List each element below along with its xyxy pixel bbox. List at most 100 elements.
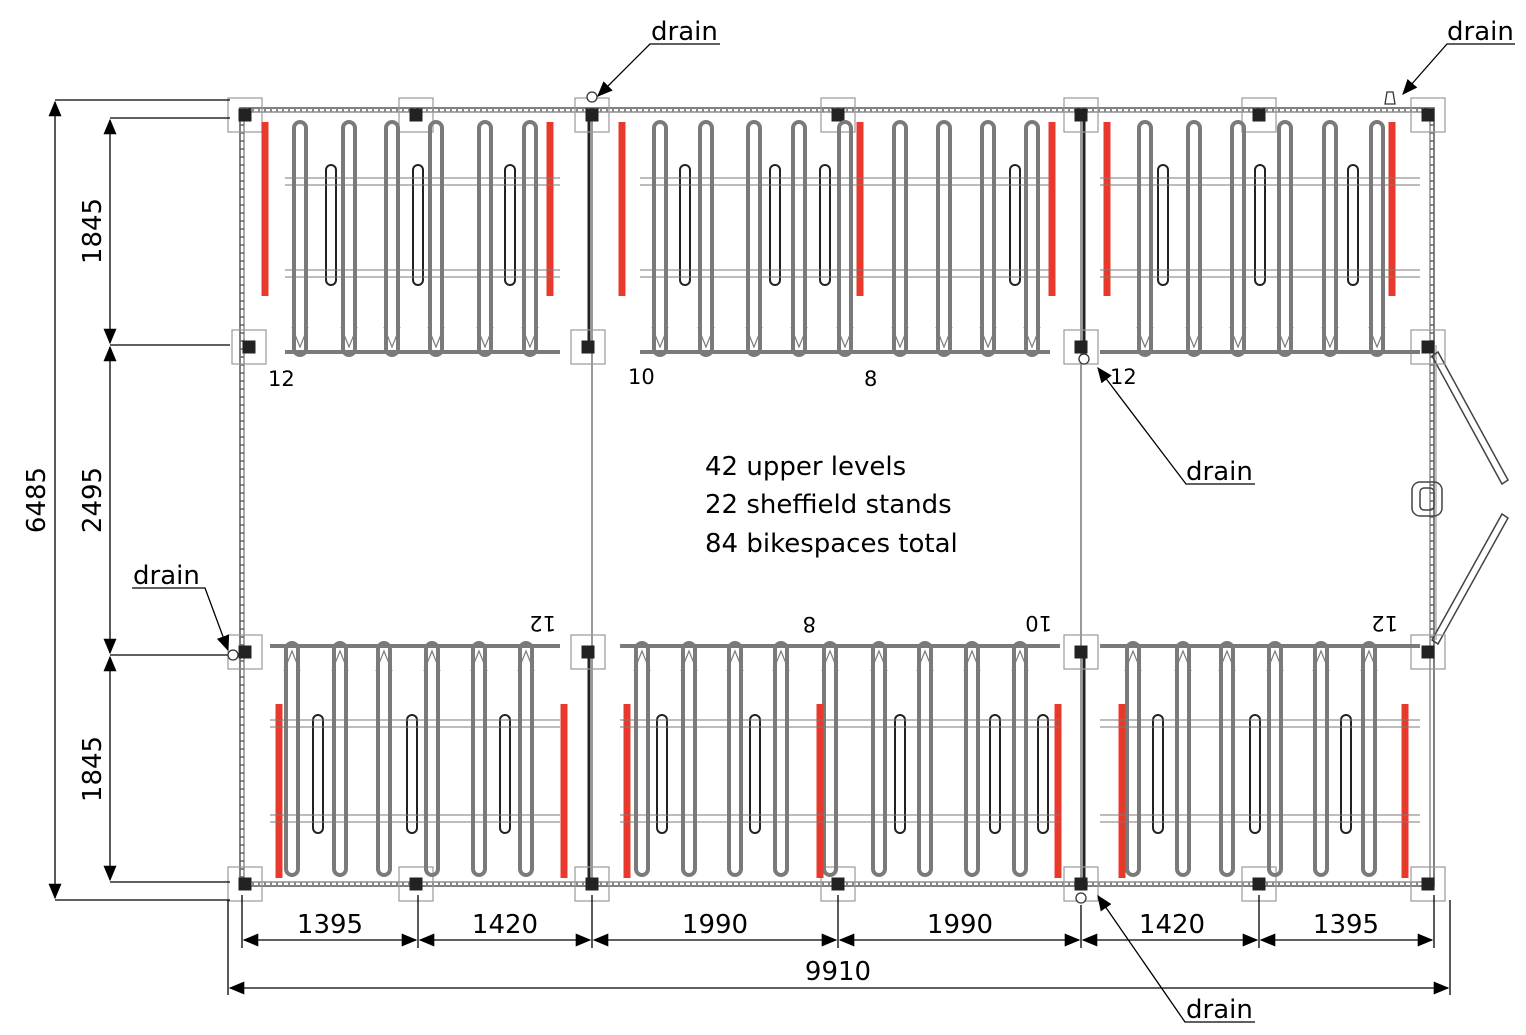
- bike-slot: [680, 641, 698, 877]
- count-upper-3: 8: [864, 367, 877, 391]
- door: [1411, 350, 1509, 646]
- bike-slot: [745, 120, 763, 357]
- dim-aisle-width: 2495: [78, 467, 108, 533]
- bike-slot: [517, 641, 535, 877]
- dimension-lines: [48, 99, 1451, 995]
- sheffield-stand: [504, 164, 516, 286]
- red-panel: [560, 704, 568, 878]
- sheffield-stand: [894, 714, 906, 834]
- summary-line-1: 42 upper levels: [705, 452, 906, 482]
- summary-note: 42 upper levels 22 sheffield stands 84 b…: [705, 452, 958, 559]
- column-post: [1063, 97, 1099, 133]
- bike-slot: [836, 120, 854, 357]
- bike-slot: [916, 641, 934, 877]
- drain-labels: drain drain drain drain drain: [133, 17, 1514, 1025]
- dim-bay-4: 1990: [927, 910, 993, 940]
- column-posts: [227, 97, 1446, 902]
- summary-line-3: 84 bikespaces total: [705, 529, 958, 559]
- red-panel: [1401, 704, 1409, 878]
- column-post: [820, 97, 856, 133]
- count-lower-2: 8: [803, 612, 816, 636]
- rack-counts: 12 10 8 12 12 8 10 12: [268, 365, 1398, 636]
- bike-slot: [470, 641, 488, 877]
- bike-slot: [1124, 641, 1142, 877]
- column-post: [231, 329, 267, 365]
- sheffield-stand: [679, 164, 691, 286]
- red-panel: [546, 122, 554, 296]
- dim-bay-1: 1395: [297, 910, 363, 940]
- bike-slot: [1266, 641, 1284, 877]
- red-panel: [1048, 122, 1056, 296]
- count-lower-4: 12: [1371, 611, 1398, 635]
- bike-slot: [1218, 641, 1236, 877]
- bike-slot: [790, 120, 808, 357]
- column-post: [398, 866, 434, 902]
- sheffield-stand: [1249, 714, 1261, 834]
- drain-label-top-right: drain: [1447, 17, 1514, 47]
- bike-slot: [821, 641, 839, 877]
- bike-slot: [963, 641, 981, 877]
- column-post: [1063, 329, 1099, 365]
- bike-slot: [1023, 120, 1041, 357]
- bike-slot: [476, 120, 494, 357]
- dim-bay-3: 1990: [682, 910, 748, 940]
- red-panel: [1118, 704, 1126, 878]
- bike-racks: [261, 120, 1420, 878]
- dim-bay-2: 1420: [472, 910, 538, 940]
- sheffield-stand: [1157, 164, 1169, 286]
- bike-slot: [1229, 120, 1247, 357]
- sheffield-stand: [1009, 164, 1021, 286]
- dim-bay-6: 1395: [1313, 910, 1379, 940]
- bike-slot: [291, 120, 309, 357]
- bike-slot: [935, 120, 953, 357]
- sheffield-stand: [1152, 714, 1164, 834]
- count-upper-2: 10: [628, 365, 655, 389]
- bike-slot: [1185, 120, 1203, 357]
- red-panel: [1388, 122, 1396, 296]
- red-panel: [623, 704, 631, 878]
- column-post: [1241, 97, 1277, 133]
- bike-slot: [331, 641, 349, 877]
- summary-line-2: 22 sheffield stands: [705, 490, 952, 520]
- bike-slot: [1312, 641, 1330, 877]
- count-lower-3: 10: [1025, 611, 1052, 635]
- red-panel: [856, 122, 864, 296]
- sheffield-stand: [1347, 164, 1359, 286]
- sheffield-stand: [1340, 714, 1352, 834]
- bike-slot: [1136, 120, 1154, 357]
- column-post: [227, 97, 263, 133]
- sheffield-stand: [412, 164, 424, 286]
- sheffield-stand: [769, 164, 781, 286]
- bike-slot: [1360, 641, 1378, 877]
- bike-slot: [1321, 120, 1339, 357]
- bike-slot: [340, 120, 358, 357]
- column-post: [1410, 866, 1446, 902]
- bike-slot: [697, 120, 715, 357]
- bike-slot: [1011, 641, 1029, 877]
- sheffield-stand: [312, 714, 324, 834]
- sheffield-stand: [656, 714, 668, 834]
- sheffield-stand: [989, 714, 1001, 834]
- bike-slot: [283, 641, 301, 877]
- sheffield-stand: [1254, 164, 1266, 286]
- column-post: [1241, 866, 1277, 902]
- sheffield-stand: [819, 164, 831, 286]
- dim-bay-5: 1420: [1139, 910, 1205, 940]
- count-upper-1: 12: [268, 367, 295, 391]
- drain-label-bottom: drain: [1186, 995, 1253, 1025]
- sheffield-stand: [1037, 714, 1049, 834]
- column-post: [570, 329, 606, 365]
- column-post: [1410, 97, 1446, 133]
- bike-slot: [979, 120, 997, 357]
- bike-slot: [1368, 120, 1386, 357]
- red-panel: [1054, 704, 1062, 878]
- bike-slot: [870, 641, 888, 877]
- bike-slot: [423, 641, 441, 877]
- sheffield-stand: [499, 714, 511, 834]
- bike-slot: [1174, 641, 1192, 877]
- sheffield-stand: [325, 164, 337, 286]
- bike-slot: [383, 120, 401, 357]
- bike-slot: [772, 641, 790, 877]
- column-post: [398, 97, 434, 133]
